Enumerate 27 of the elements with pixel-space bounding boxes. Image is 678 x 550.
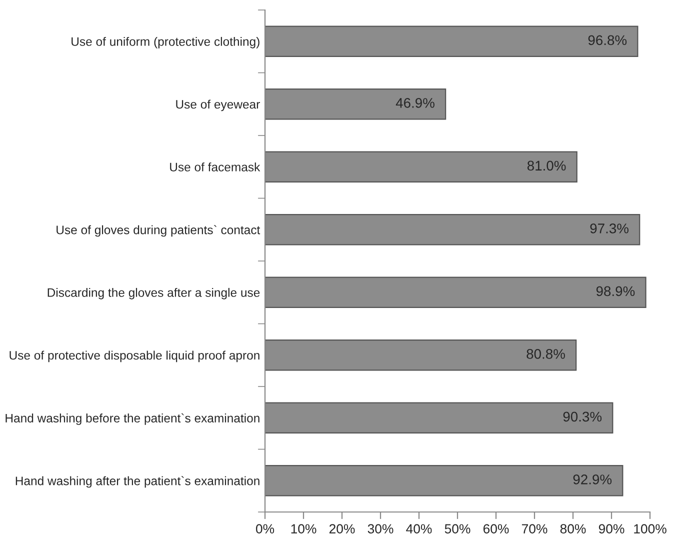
y-tick-label: Hand washing after the patient`s examination bbox=[16, 476, 260, 488]
y-tick-label: Use of uniform (protective clothing) bbox=[72, 36, 260, 48]
y-tick-label: Use of protective disposable liquid proof apron bbox=[10, 350, 260, 362]
x-tick-label: 10% bbox=[291, 524, 316, 534]
y-tick-label: Use of gloves during patients` contact bbox=[56, 225, 260, 237]
x-tick-label: 30% bbox=[368, 524, 394, 534]
data-label: 80.8% bbox=[526, 349, 565, 359]
x-tick-label: 40% bbox=[406, 524, 432, 534]
data-label: 96.8% bbox=[588, 35, 627, 46]
data-label: 81.0% bbox=[527, 160, 566, 171]
data-label: 90.3% bbox=[563, 412, 602, 422]
data-label: 98.9% bbox=[596, 286, 635, 296]
x-tick-label: 80% bbox=[560, 524, 586, 534]
x-tick-label: 20% bbox=[329, 524, 355, 534]
data-label: 97.3% bbox=[590, 224, 628, 234]
y-tick-label: Use of eyewear bbox=[176, 100, 260, 112]
x-tick-label: 100% bbox=[634, 524, 666, 534]
y-tick-label: Use of facemask bbox=[170, 162, 260, 172]
data-label: 46.9% bbox=[396, 98, 434, 108]
data-label: 92.9% bbox=[573, 474, 612, 484]
x-tick-label: 70% bbox=[522, 524, 548, 534]
x-tick-label: 50% bbox=[444, 524, 470, 534]
y-tick-label: Hand washing before the patient`s examination bbox=[6, 413, 260, 425]
x-tick-label: 60% bbox=[483, 524, 509, 534]
x-tick-label: 0% bbox=[256, 524, 274, 534]
y-tick-label: Discarding the gloves after a single use bbox=[48, 288, 260, 300]
x-tick-label: 90% bbox=[598, 524, 624, 534]
